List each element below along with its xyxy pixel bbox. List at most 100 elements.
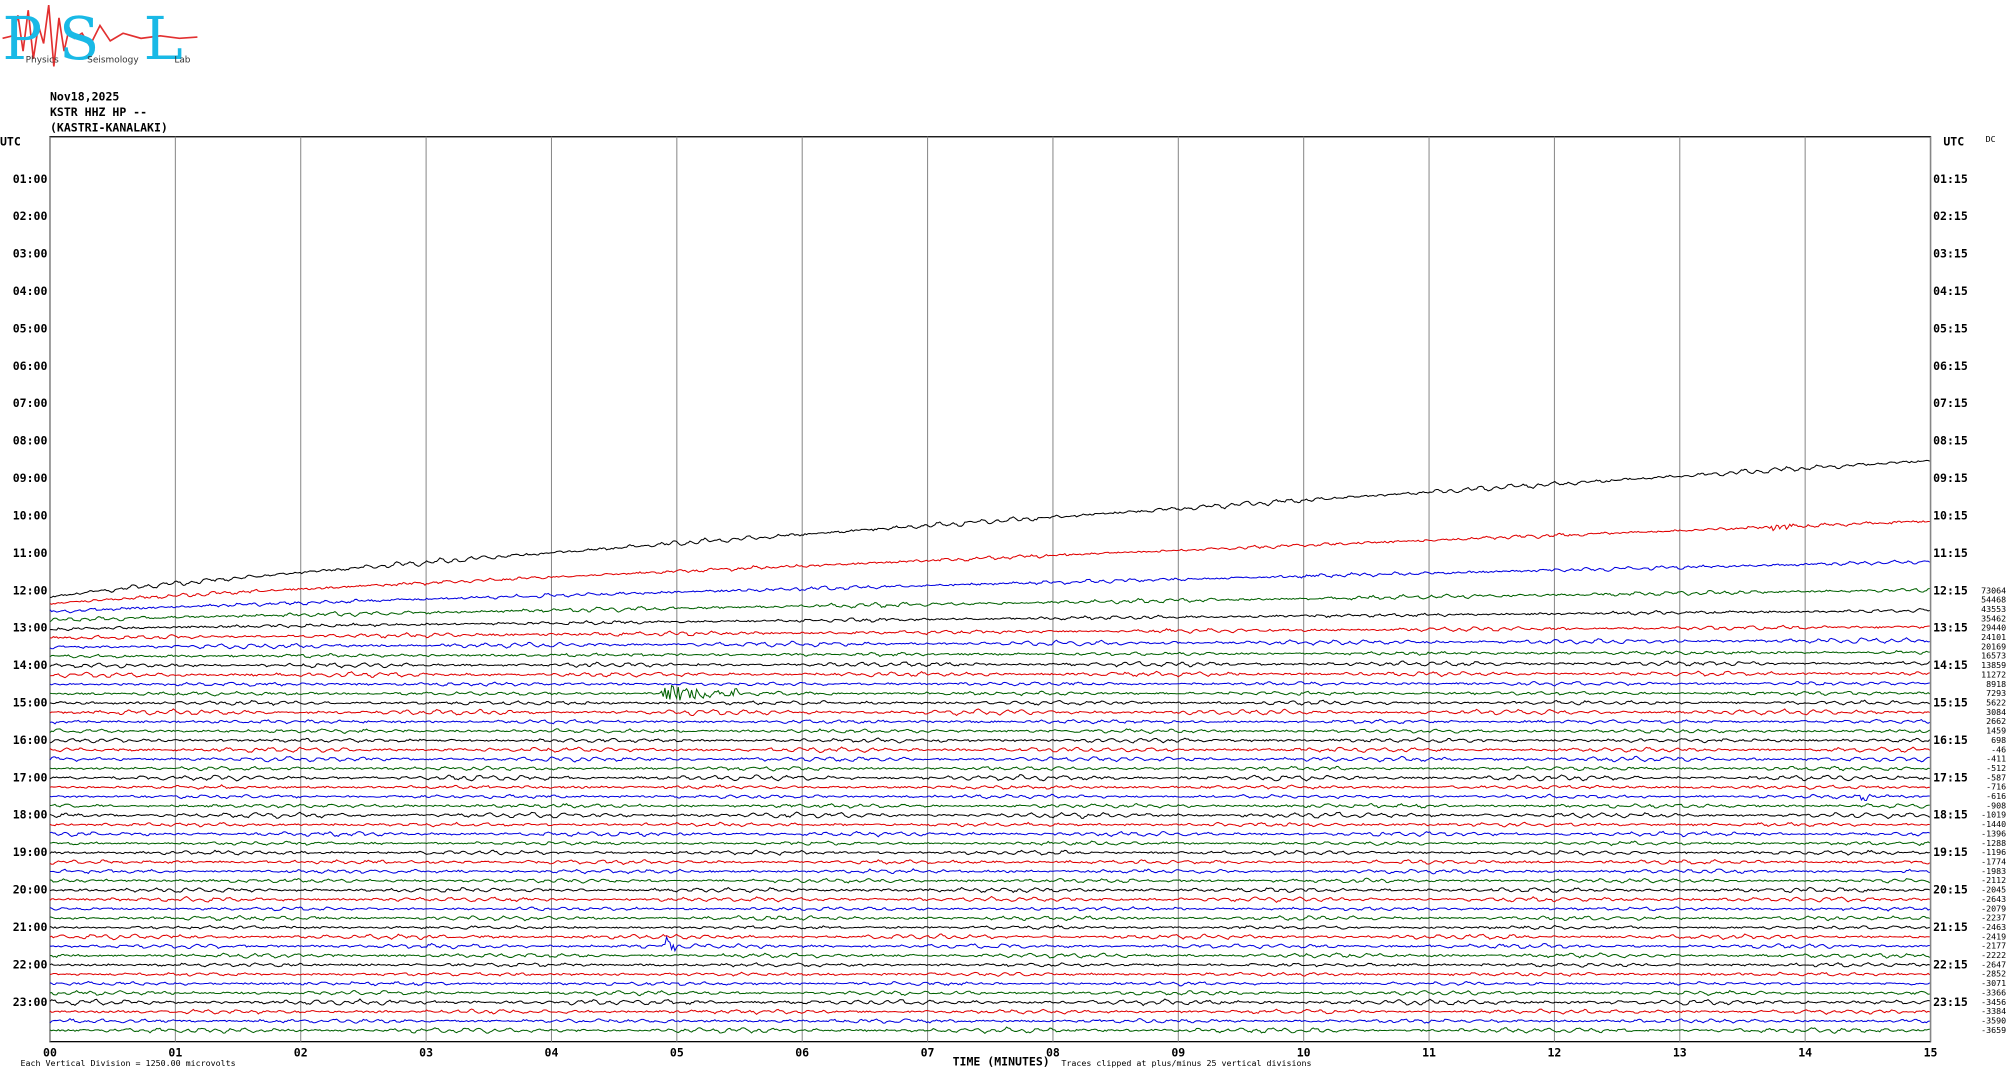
x-tick-label: 04 (545, 1046, 559, 1060)
dc-offset: -1983 (1981, 866, 2006, 876)
left-hour-label: 02:00 (13, 209, 48, 223)
right-hour-label: 01:15 (1933, 172, 1968, 186)
dc-offset: -716 (1986, 782, 2006, 792)
trace (49, 830, 1930, 838)
left-hour-label: 03:00 (13, 247, 48, 261)
dc-offset: -3590 (1981, 1016, 2006, 1026)
right-hour-label: 02:15 (1933, 209, 1968, 223)
dc-offset: -2852 (1981, 969, 2006, 979)
left-hour-label: 07:00 (13, 396, 48, 410)
left-header: UTC (0, 134, 21, 148)
dc-offset: -46 (1991, 744, 2006, 754)
trace (49, 520, 1930, 605)
right-hour-label: 03:15 (1933, 247, 1968, 261)
right-hour-label: 14:15 (1933, 658, 1968, 672)
left-hour-label: 13:00 (13, 621, 48, 635)
dc-offset: 29440 (1981, 623, 2006, 633)
trace (49, 718, 1931, 725)
trace (49, 933, 1930, 941)
plot-frame (49, 136, 1932, 1043)
trace (49, 840, 1931, 847)
right-hour-label: 04:15 (1933, 284, 1968, 298)
dc-offset: 73064 (1981, 585, 2006, 595)
dc-offset: -616 (1986, 791, 2006, 801)
logo-word: Seismology (87, 56, 139, 66)
trace (49, 915, 1930, 922)
right-hour-label: 20:15 (1933, 883, 1968, 897)
dc-offset: -908 (1986, 800, 2006, 810)
right-hour-label: 06:15 (1933, 359, 1968, 373)
dc-offset: -1440 (1981, 819, 2006, 829)
trace (49, 784, 1930, 790)
left-hour-label: 09:00 (13, 471, 48, 485)
right-hour-label: 19:15 (1933, 845, 1968, 859)
dc-offset: 13859 (1981, 660, 2006, 670)
x-tick-label: 10 (1297, 1046, 1311, 1060)
dc-offset: -587 (1986, 772, 2006, 782)
logo-wave (2, 5, 198, 67)
trace (49, 607, 1930, 632)
x-tick-label: 02 (294, 1046, 308, 1060)
trace (49, 895, 1930, 904)
right-hour-label: 10:15 (1933, 508, 1968, 522)
right-hour-label: 17:15 (1933, 770, 1968, 784)
dc-header: DC (1986, 134, 1996, 144)
right-hour-label: 11:15 (1933, 546, 1968, 560)
left-hour-label: 06:00 (13, 359, 48, 373)
dc-offset: 3084 (1986, 707, 2006, 717)
right-hour-label: 09:15 (1933, 471, 1968, 485)
left-hour-label: 01:00 (13, 172, 48, 186)
dc-offset: 43553 (1981, 604, 2006, 614)
x-tick-label: 12 (1547, 1046, 1561, 1060)
dc-offset: -2419 (1981, 931, 2006, 941)
left-hour-label: 16:00 (13, 733, 48, 747)
logo-letter: L (144, 4, 183, 73)
trace (49, 886, 1930, 894)
dc-offset: 20169 (1981, 641, 2006, 651)
trace (49, 998, 1930, 1007)
left-hour-label: 21:00 (13, 920, 48, 934)
trace (49, 650, 1930, 659)
right-hour-label: 05:15 (1933, 321, 1968, 335)
x-tick-label: 07 (921, 1046, 935, 1060)
trace (49, 962, 1930, 968)
dc-offset: 2662 (1986, 716, 2006, 726)
x-tick-label: 15 (1924, 1046, 1938, 1060)
left-hour-label: 22:00 (13, 957, 48, 971)
trace (49, 670, 1930, 679)
trace (49, 774, 1930, 782)
x-tick-label: 05 (670, 1046, 684, 1060)
left-hour-label: 12:00 (13, 583, 48, 597)
trace (49, 980, 1931, 987)
left-hour-label: 19:00 (13, 845, 48, 859)
x-tick-label: 06 (795, 1046, 809, 1060)
trace (49, 746, 1931, 754)
trace (49, 708, 1930, 717)
left-hour-label: 10:00 (13, 508, 48, 522)
dc-offset: 698 (1991, 735, 2006, 745)
dc-offset: -2463 (1981, 922, 2006, 932)
right-hour-label: 15:15 (1933, 696, 1968, 710)
trace (49, 684, 1931, 701)
x-axis-label: TIME (MINUTES) (953, 1055, 1050, 1069)
trace (49, 811, 1931, 820)
clip-note: Traces clipped at plus/minus 25 vertical… (1061, 1058, 1311, 1068)
dc-offset: 16573 (1981, 651, 2006, 661)
left-hour-label: 04:00 (13, 284, 48, 298)
x-tick-label: 01 (168, 1046, 182, 1060)
logo: P S L Physics Seismology Lab (2, 4, 198, 73)
dc-offset: -2237 (1981, 913, 2006, 923)
trace (49, 868, 1930, 875)
trace (49, 859, 1931, 866)
trace (49, 737, 1931, 744)
trace (49, 802, 1930, 809)
x-tick-label: 14 (1798, 1046, 1812, 1060)
right-hour-label: 07:15 (1933, 396, 1968, 410)
station: KSTR HHZ HP -- (50, 105, 147, 119)
trace (49, 821, 1930, 828)
date: Nov18,2025 (50, 90, 119, 104)
dc-offset: -2112 (1981, 875, 2006, 885)
left-hour-label: 17:00 (13, 770, 48, 784)
dc-offset: -2647 (1981, 959, 2006, 969)
left-hour-label: 15:00 (13, 696, 48, 710)
